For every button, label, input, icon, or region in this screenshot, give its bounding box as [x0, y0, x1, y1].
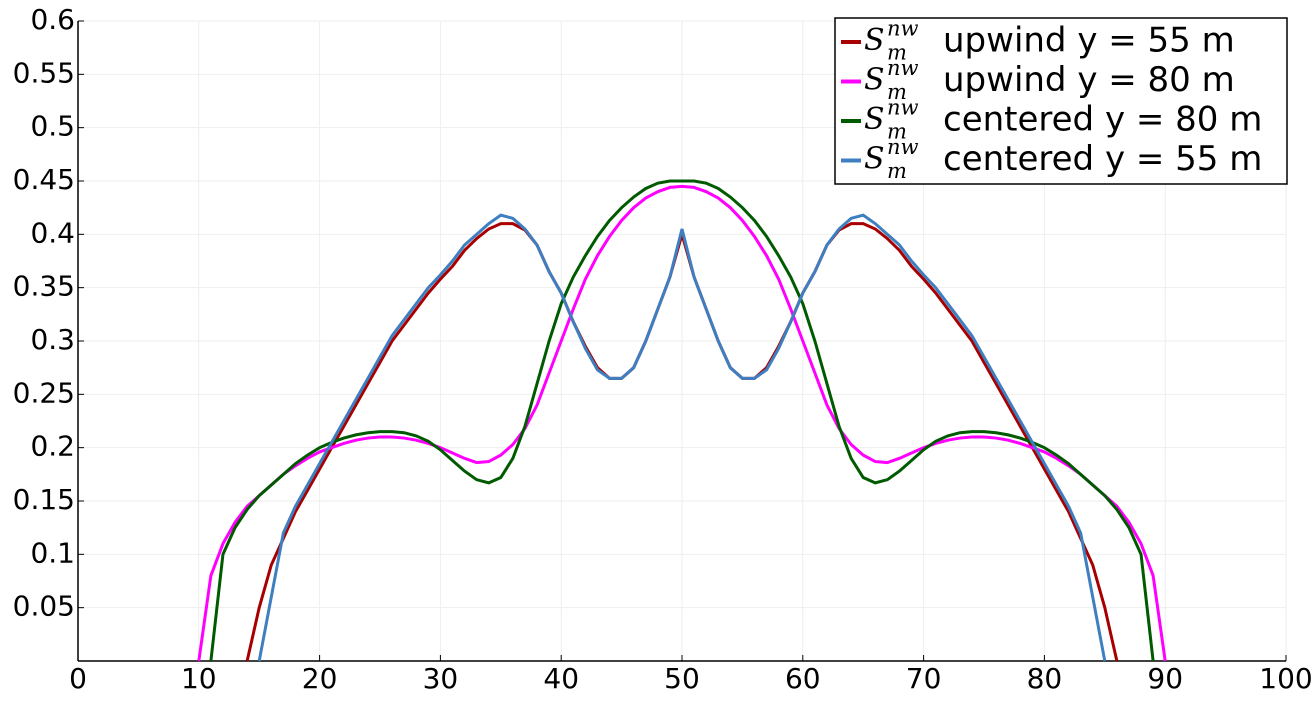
x-tick-label: 0 [69, 662, 87, 695]
y-tick-label: 0.5 [30, 110, 75, 143]
y-tick-label: 0.25 [13, 376, 75, 409]
y-tick-label: 0.2 [30, 430, 75, 463]
x-tick-label: 40 [543, 662, 579, 695]
y-tick-label: 0.45 [13, 163, 75, 196]
x-tick-label: 70 [906, 662, 942, 695]
y-tick-label: 0.55 [13, 56, 75, 89]
x-tick-label: 100 [1259, 662, 1311, 695]
legend-label: centered y = 55 m [943, 139, 1262, 179]
x-tick-label: 20 [302, 662, 338, 695]
legend-label: centered y = 80 m [943, 100, 1262, 140]
series-line [209, 179, 1155, 662]
x-tick-label: 50 [664, 662, 700, 695]
legend-label: upwind y = 55 m [943, 21, 1235, 61]
legend-label: upwind y = 80 m [943, 60, 1235, 100]
x-tick-label: 90 [1147, 662, 1183, 695]
y-tick-label: 0.3 [30, 323, 75, 356]
y-tick-label: 0.4 [30, 216, 75, 249]
series-line [197, 184, 1167, 662]
legend-symbol-sub: m [887, 159, 907, 183]
y-tick-label: 0.05 [13, 590, 75, 623]
x-tick-label: 60 [785, 662, 821, 695]
legend-symbol-sup: nw [887, 56, 919, 80]
legend-symbol-sub: m [887, 120, 907, 144]
legend-symbol-sub: m [887, 80, 907, 104]
legend-symbol: S [864, 63, 885, 98]
legend-symbol-sup: nw [887, 135, 919, 159]
legend-symbol-sup: nw [887, 17, 919, 41]
legend-symbol: S [864, 102, 885, 137]
x-tick-label: 80 [1027, 662, 1063, 695]
legend-symbol: S [864, 23, 885, 58]
x-tick-label: 30 [423, 662, 459, 695]
y-tick-label: 0.6 [30, 3, 75, 36]
legend-symbol-sup: nw [887, 96, 919, 120]
y-tick-label: 0.35 [13, 270, 75, 303]
y-tick-label: 0.15 [13, 483, 75, 516]
legend-symbol-sub: m [887, 41, 907, 65]
legend-box [834, 17, 1288, 185]
y-tick-label: 0.1 [30, 536, 75, 569]
x-tick-label: 10 [181, 662, 217, 695]
legend-symbol: S [864, 142, 885, 177]
series-line [257, 213, 1107, 662]
